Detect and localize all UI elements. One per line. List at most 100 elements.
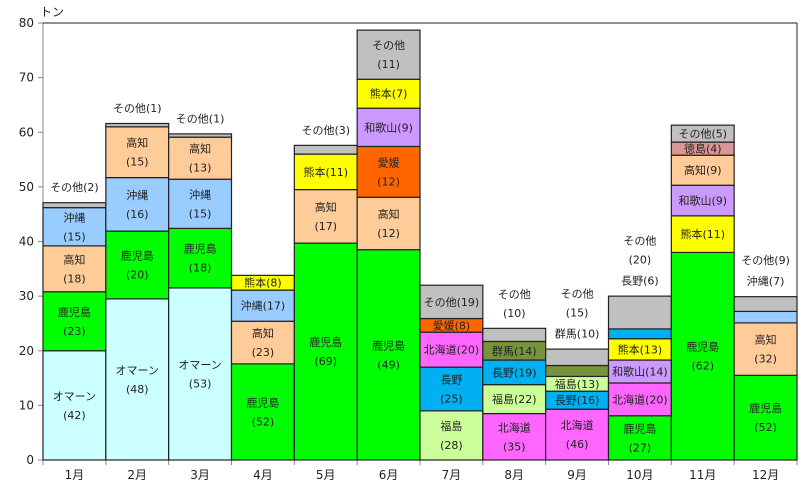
segment-label: オマーン bbox=[116, 364, 159, 377]
bar-segment bbox=[356, 78, 421, 109]
segment-label: 群馬(14) bbox=[492, 344, 537, 358]
y-tick-label: 50 bbox=[19, 180, 34, 194]
y-tick-label: 70 bbox=[19, 71, 34, 85]
segment-label: 北海道(20) bbox=[424, 343, 480, 357]
bar-segment bbox=[607, 415, 672, 461]
bar-segment bbox=[733, 296, 798, 313]
x-tick-label: 12月 bbox=[752, 468, 779, 482]
bar-segment bbox=[733, 310, 798, 324]
segment-label: (46) bbox=[566, 438, 589, 451]
y-tick-label: 20 bbox=[19, 344, 34, 358]
bar-segment bbox=[230, 289, 295, 322]
segment-label: (32) bbox=[754, 353, 777, 366]
bar-segment bbox=[670, 215, 735, 254]
segment-label: オマーン bbox=[178, 358, 221, 371]
segment-label: (15) bbox=[126, 156, 149, 169]
segment-label: 鹿児島 bbox=[749, 401, 782, 415]
segment-label: (18) bbox=[189, 262, 212, 275]
bar-segment bbox=[482, 412, 547, 461]
segment-label: その他(3) bbox=[301, 124, 350, 137]
segment-label: オマーン bbox=[53, 390, 96, 403]
bar-segment bbox=[168, 287, 233, 461]
segment-label: (42) bbox=[63, 409, 86, 422]
segment-label: その他(1) bbox=[176, 112, 225, 125]
bar-segment bbox=[105, 298, 170, 461]
segment-label: 北海道 bbox=[561, 418, 594, 432]
segment-label: 北海道(20) bbox=[612, 392, 668, 406]
x-tick-label: 1月 bbox=[65, 468, 85, 482]
segment-label: その他(9) bbox=[741, 254, 790, 267]
segment-label: その他(1) bbox=[113, 102, 162, 115]
bar-segment bbox=[419, 284, 484, 320]
x-tick-label: 11月 bbox=[689, 468, 716, 482]
segment-label: (25) bbox=[440, 392, 463, 405]
segment-label: 熊本(11) bbox=[680, 227, 725, 241]
bar-segment bbox=[168, 227, 233, 289]
segment-label: (15) bbox=[189, 207, 212, 220]
y-tick-label: 30 bbox=[19, 289, 34, 303]
segment-label: (53) bbox=[189, 377, 212, 390]
bar-segment bbox=[356, 196, 421, 251]
x-tick-label: 9月 bbox=[567, 468, 587, 482]
segment-label: 鹿児島 bbox=[58, 305, 91, 319]
segment-label: (18) bbox=[63, 272, 86, 285]
y-axis-unit-label: トン bbox=[40, 5, 64, 19]
segment-label: (69) bbox=[314, 355, 337, 368]
segment-label: 高知 bbox=[378, 207, 400, 221]
segment-label: その他 bbox=[561, 288, 594, 301]
bar-segment bbox=[105, 230, 170, 300]
x-tick-label: 2月 bbox=[127, 468, 147, 482]
bar-segment bbox=[42, 207, 107, 247]
y-tick-label: 10 bbox=[19, 398, 34, 412]
segment-label: (12) bbox=[377, 175, 400, 188]
segment-label: 群馬(10) bbox=[555, 327, 600, 341]
bar-segment bbox=[42, 291, 107, 352]
segment-label: 鹿児島 bbox=[121, 248, 154, 262]
segment-label: 和歌山(14) bbox=[612, 365, 668, 379]
segment-label: (52) bbox=[252, 415, 275, 428]
segment-label: (23) bbox=[252, 346, 275, 359]
segment-label: (27) bbox=[629, 441, 652, 454]
segment-label: 鹿児島 bbox=[184, 242, 217, 256]
bar-segment bbox=[293, 242, 358, 461]
x-tick-label: 4月 bbox=[253, 468, 273, 482]
bar-segment bbox=[293, 153, 358, 191]
segment-label: 高知(9) bbox=[684, 163, 722, 177]
segment-label: 長野(19) bbox=[492, 366, 537, 379]
x-tick-label: 10月 bbox=[626, 468, 653, 482]
bar-segment bbox=[545, 348, 610, 367]
segment-label: 高知 bbox=[63, 252, 85, 266]
segment-label: 高知 bbox=[252, 326, 274, 340]
bar-segment bbox=[105, 176, 170, 232]
segment-label: (28) bbox=[440, 439, 463, 452]
segment-label: (20) bbox=[126, 268, 149, 281]
bar-segment bbox=[733, 374, 798, 461]
bar-segment bbox=[105, 122, 170, 128]
segment-label: 高知 bbox=[755, 333, 777, 347]
segment-label: その他 bbox=[498, 288, 531, 301]
bar-segment bbox=[168, 133, 233, 138]
segment-label: (17) bbox=[314, 220, 337, 233]
segment-label: 北海道 bbox=[498, 420, 531, 434]
bar-segment bbox=[168, 136, 233, 180]
bar-segment bbox=[356, 107, 421, 148]
x-tick-label: 6月 bbox=[379, 468, 399, 482]
bar-segment bbox=[733, 322, 798, 376]
segment-label: (13) bbox=[189, 162, 212, 175]
segment-label: 熊本(13) bbox=[618, 342, 663, 356]
x-tick-label: 8月 bbox=[504, 468, 524, 482]
x-tick-label: 7月 bbox=[442, 468, 462, 482]
bar-segment bbox=[419, 366, 484, 412]
segment-label: 沖縄 bbox=[63, 210, 85, 224]
segment-label: 長野 bbox=[440, 373, 462, 386]
bar-segment bbox=[356, 249, 421, 461]
segment-label: 福島(22) bbox=[492, 392, 537, 406]
segment-label: 鹿児島 bbox=[309, 335, 342, 349]
segment-label: (62) bbox=[691, 360, 714, 373]
segment-label: 和歌山(9) bbox=[364, 120, 413, 134]
segment-label: 長野(6) bbox=[621, 275, 659, 288]
segment-label: 高知 bbox=[126, 136, 148, 150]
segment-label: その他(5) bbox=[678, 128, 727, 141]
segment-label: (11) bbox=[377, 58, 400, 71]
